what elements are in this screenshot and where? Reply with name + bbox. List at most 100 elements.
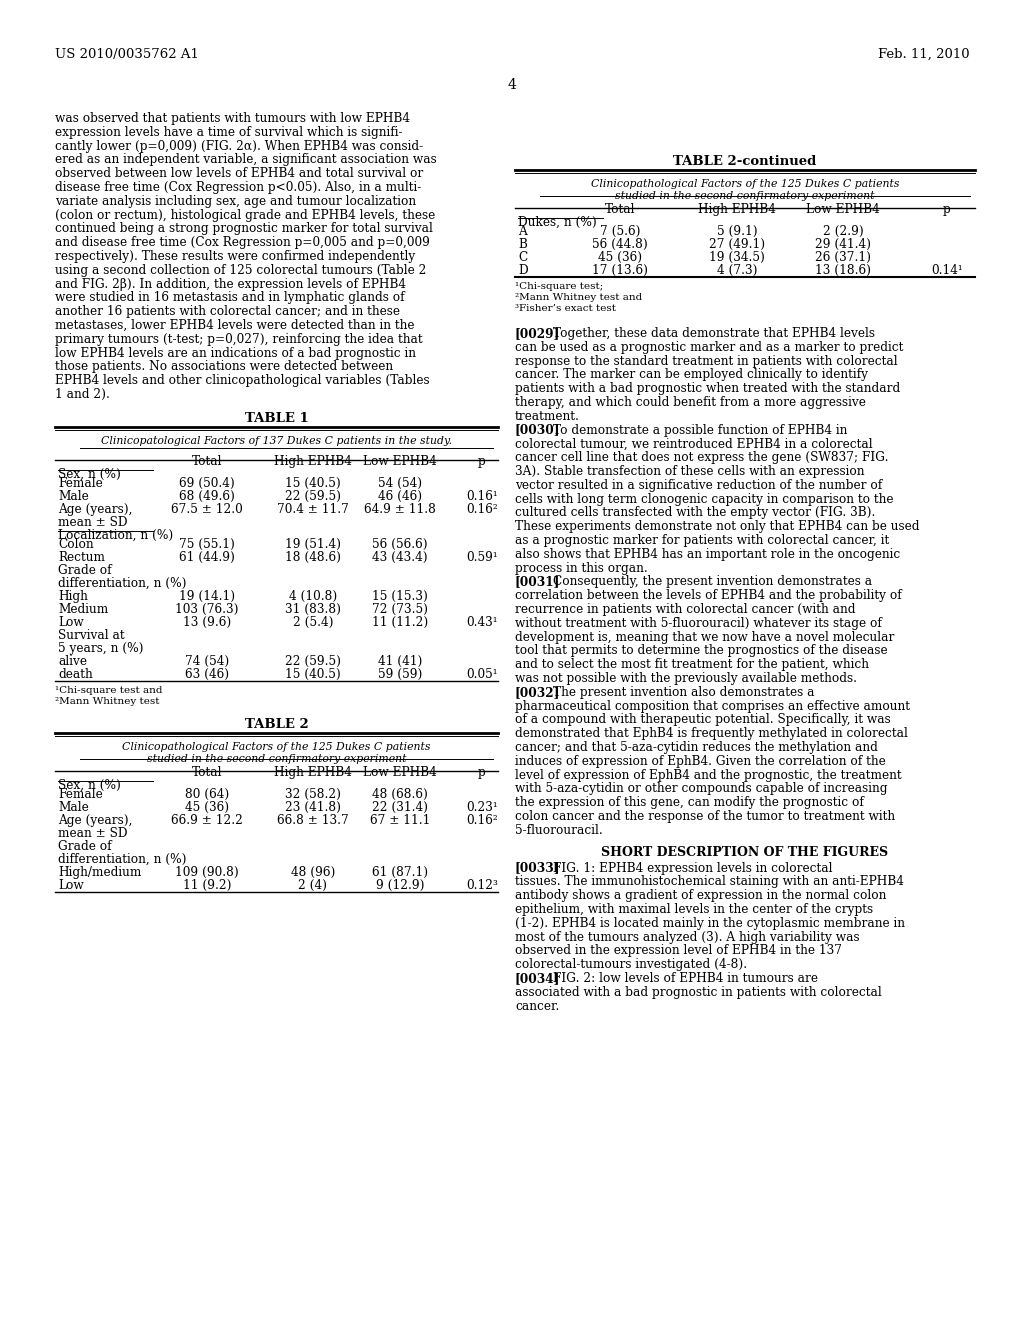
Text: Grade of: Grade of (58, 564, 112, 577)
Text: A: A (518, 224, 526, 238)
Text: recurrence in patients with colorectal cancer (with and: recurrence in patients with colorectal c… (515, 603, 855, 616)
Text: 0.43¹: 0.43¹ (466, 616, 498, 628)
Text: Female: Female (58, 477, 102, 490)
Text: Medium: Medium (58, 603, 109, 616)
Text: 15 (40.5): 15 (40.5) (285, 477, 341, 490)
Text: SHORT DESCRIPTION OF THE FIGURES: SHORT DESCRIPTION OF THE FIGURES (601, 846, 889, 858)
Text: and FIG. 2β). In addition, the expression levels of EPHB4: and FIG. 2β). In addition, the expressio… (55, 277, 406, 290)
Text: mean ± SD: mean ± SD (58, 516, 128, 529)
Text: Rectum: Rectum (58, 550, 105, 564)
Text: Feb. 11, 2010: Feb. 11, 2010 (879, 48, 970, 61)
Text: 45 (36): 45 (36) (598, 251, 642, 264)
Text: 7 (5.6): 7 (5.6) (600, 224, 640, 238)
Text: 67 ± 11.1: 67 ± 11.1 (370, 814, 430, 826)
Text: 80 (64): 80 (64) (185, 788, 229, 801)
Text: 15 (40.5): 15 (40.5) (285, 668, 341, 681)
Text: Age (years),: Age (years), (58, 503, 132, 516)
Text: differentiation, n (%): differentiation, n (%) (58, 577, 186, 590)
Text: colorectal-tumours investigated (4-8).: colorectal-tumours investigated (4-8). (515, 958, 748, 972)
Text: 9 (12.9): 9 (12.9) (376, 879, 424, 892)
Text: [0032]: [0032] (515, 686, 560, 698)
Text: (1-2). EPHB4 is located mainly in the cytoplasmic membrane in: (1-2). EPHB4 is located mainly in the cy… (515, 917, 905, 929)
Text: 54 (54): 54 (54) (378, 477, 422, 490)
Text: the expression of this gene, can modify the prognostic of: the expression of this gene, can modify … (515, 796, 864, 809)
Text: 46 (46): 46 (46) (378, 490, 422, 503)
Text: 2 (4): 2 (4) (299, 879, 328, 892)
Text: TABLE 2-continued: TABLE 2-continued (674, 154, 816, 168)
Text: with 5-aza-cytidin or other compounds capable of increasing: with 5-aza-cytidin or other compounds ca… (515, 783, 888, 796)
Text: Consequently, the present invention demonstrates a: Consequently, the present invention demo… (553, 576, 872, 589)
Text: those patients. No associations were detected between: those patients. No associations were det… (55, 360, 393, 374)
Text: 68 (49.6): 68 (49.6) (179, 490, 234, 503)
Text: 18 (48.6): 18 (48.6) (285, 550, 341, 564)
Text: 13 (9.6): 13 (9.6) (183, 616, 231, 628)
Text: 56 (44.8): 56 (44.8) (592, 238, 648, 251)
Text: ered as an independent variable, a significant association was: ered as an independent variable, a signi… (55, 153, 437, 166)
Text: These experiments demonstrate not only that EPHB4 can be used: These experiments demonstrate not only t… (515, 520, 920, 533)
Text: 19 (14.1): 19 (14.1) (179, 590, 236, 603)
Text: treatment.: treatment. (515, 409, 580, 422)
Text: 75 (55.1): 75 (55.1) (179, 537, 234, 550)
Text: 5 years, n (%): 5 years, n (%) (58, 642, 143, 655)
Text: Together, these data demonstrate that EPHB4 levels: Together, these data demonstrate that EP… (553, 327, 874, 341)
Text: 109 (90.8): 109 (90.8) (175, 866, 239, 879)
Text: 56 (56.6): 56 (56.6) (372, 537, 428, 550)
Text: demonstrated that EphB4 is frequently methylated in colorectal: demonstrated that EphB4 is frequently me… (515, 727, 908, 741)
Text: was not possible with the previously available methods.: was not possible with the previously ava… (515, 672, 857, 685)
Text: TABLE 1: TABLE 1 (245, 412, 308, 425)
Text: Low: Low (58, 616, 84, 628)
Text: 4: 4 (508, 78, 516, 92)
Text: ²Mann Whitney test: ²Mann Whitney test (55, 697, 160, 706)
Text: pharmaceutical composition that comprises an effective amount: pharmaceutical composition that comprise… (515, 700, 910, 713)
Text: High EPHB4: High EPHB4 (274, 455, 352, 467)
Text: studied in the second confirmatory experiment: studied in the second confirmatory exper… (146, 754, 407, 764)
Text: cancer.: cancer. (515, 999, 559, 1012)
Text: Female: Female (58, 788, 102, 801)
Text: low EPHB4 levels are an indications of a bad prognostic in: low EPHB4 levels are an indications of a… (55, 347, 416, 359)
Text: process in this organ.: process in this organ. (515, 561, 648, 574)
Text: Clinicopathological Factors of the 125 Dukes C patients: Clinicopathological Factors of the 125 D… (122, 742, 431, 752)
Text: associated with a bad prognostic in patients with colorectal: associated with a bad prognostic in pati… (515, 986, 882, 999)
Text: cultured cells transfected with the empty vector (FIG. 3B).: cultured cells transfected with the empt… (515, 507, 876, 519)
Text: mean ± SD: mean ± SD (58, 826, 128, 840)
Text: Low EPHB4: Low EPHB4 (364, 455, 437, 467)
Text: tool that permits to determine the prognostics of the disease: tool that permits to determine the progn… (515, 644, 888, 657)
Text: Clinicopatological Factors of 137 Dukes C patients in the study.: Clinicopatological Factors of 137 Dukes … (101, 436, 452, 446)
Text: studied in the second confirmatory experiment: studied in the second confirmatory exper… (615, 191, 874, 201)
Text: High EPHB4: High EPHB4 (274, 766, 352, 779)
Text: 5-fluorouracil.: 5-fluorouracil. (515, 824, 603, 837)
Text: using a second collection of 125 colorectal tumours (Table 2: using a second collection of 125 colorec… (55, 264, 426, 277)
Text: 13 (18.6): 13 (18.6) (815, 264, 871, 277)
Text: Grade of: Grade of (58, 840, 112, 853)
Text: colon cancer and the response of the tumor to treatment with: colon cancer and the response of the tum… (515, 810, 895, 822)
Text: 103 (76.3): 103 (76.3) (175, 603, 239, 616)
Text: cancer; and that 5-aza-cytidin reduces the methylation and: cancer; and that 5-aza-cytidin reduces t… (515, 741, 878, 754)
Text: 3A). Stable transfection of these cells with an expression: 3A). Stable transfection of these cells … (515, 465, 864, 478)
Text: 59 (59): 59 (59) (378, 668, 422, 681)
Text: Low: Low (58, 879, 84, 892)
Text: epithelium, with maximal levels in the center of the crypts: epithelium, with maximal levels in the c… (515, 903, 873, 916)
Text: FIG. 1: EPHB4 expression levels in colorectal: FIG. 1: EPHB4 expression levels in color… (553, 862, 833, 875)
Text: Low EPHB4: Low EPHB4 (364, 766, 437, 779)
Text: metastases, lower EPHB4 levels were detected than in the: metastases, lower EPHB4 levels were dete… (55, 319, 415, 333)
Text: Total: Total (191, 766, 222, 779)
Text: and disease free time (Cox Regression p=0,005 and p=0,009: and disease free time (Cox Regression p=… (55, 236, 430, 249)
Text: B: B (518, 238, 527, 251)
Text: 22 (59.5): 22 (59.5) (285, 490, 341, 503)
Text: 27 (49.1): 27 (49.1) (709, 238, 765, 251)
Text: 11 (11.2): 11 (11.2) (372, 616, 428, 628)
Text: 0.14¹: 0.14¹ (931, 264, 963, 277)
Text: Localization, n (%): Localization, n (%) (58, 529, 173, 541)
Text: 1 and 2).: 1 and 2). (55, 388, 110, 401)
Text: 0.16²: 0.16² (466, 503, 498, 516)
Text: 70.4 ± 11.7: 70.4 ± 11.7 (278, 503, 349, 516)
Text: Colon: Colon (58, 537, 93, 550)
Text: response to the standard treatment in patients with colorectal: response to the standard treatment in pa… (515, 355, 898, 367)
Text: another 16 patients with colorectal cancer; and in these: another 16 patients with colorectal canc… (55, 305, 400, 318)
Text: of a compound with therapeutic potential. Specifically, it was: of a compound with therapeutic potential… (515, 713, 891, 726)
Text: TABLE 2: TABLE 2 (245, 718, 308, 731)
Text: p: p (943, 203, 951, 216)
Text: C: C (518, 251, 527, 264)
Text: also shows that EPHB4 has an important role in the oncogenic: also shows that EPHB4 has an important r… (515, 548, 900, 561)
Text: 19 (51.4): 19 (51.4) (285, 537, 341, 550)
